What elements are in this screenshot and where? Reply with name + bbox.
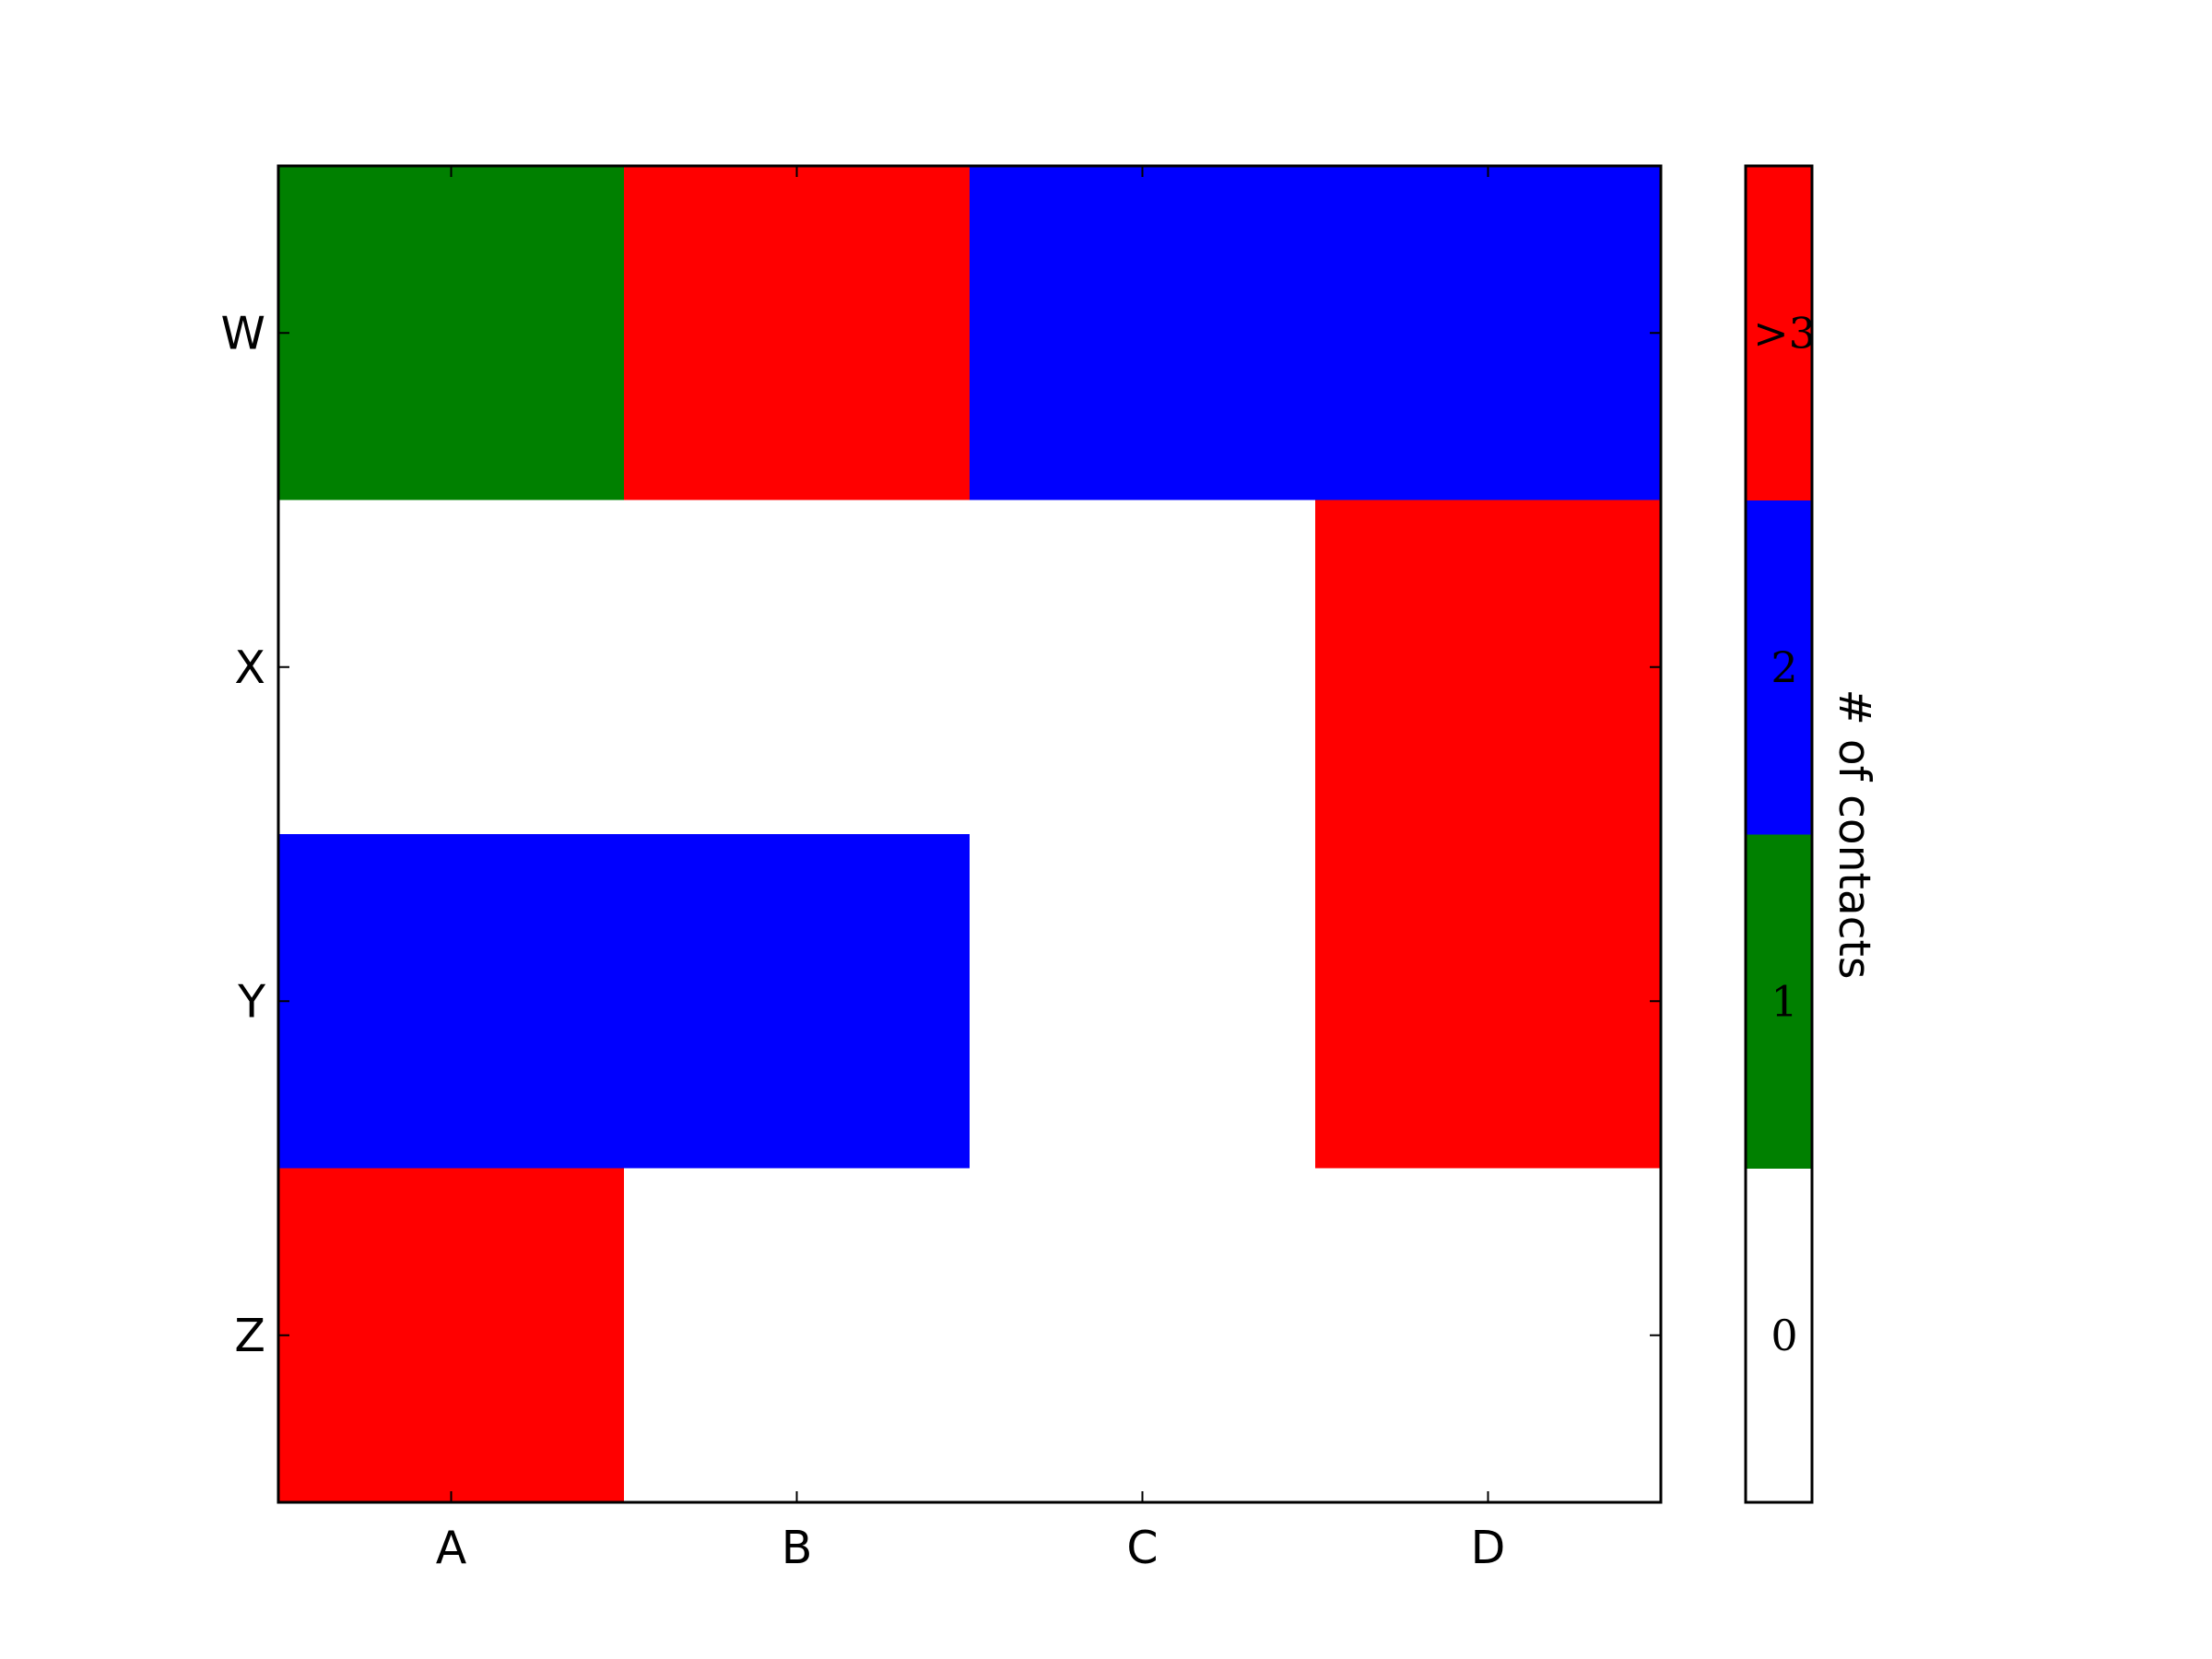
y-tick-labels: W X Y Z (221, 307, 267, 1362)
x-tick-labels: A B C D (436, 1522, 1506, 1574)
colorbar-segment (1746, 166, 1812, 500)
axis-ticks (278, 166, 1661, 1502)
colorbar-tick-labels: 0 1 2 >3 (1753, 308, 1816, 1360)
heatmap-cell (1315, 500, 1662, 835)
heatmap-cell (278, 834, 625, 1169)
colorbar-title: # of contacts (1829, 689, 1879, 980)
colorbar-tick-label: 2 (1771, 642, 1797, 692)
colorbar-segment (1746, 834, 1812, 1169)
heatmap-cell (624, 166, 971, 500)
colorbar-tick-label: 0 (1771, 1311, 1797, 1360)
heatmap-cell (970, 1168, 1316, 1503)
heatmap-cell (1315, 166, 1662, 500)
heatmap-cell (970, 500, 1316, 835)
heatmap-cell (1315, 834, 1662, 1169)
heatmap-cell (624, 500, 971, 835)
heatmap-cell (624, 1168, 971, 1503)
colorbar-tick-label: 1 (1771, 976, 1797, 1026)
colorbar-segment (1746, 500, 1812, 835)
y-tick-label: X (234, 641, 265, 694)
heatmap-cell (278, 166, 625, 500)
colorbar-segments (1746, 166, 1812, 1503)
y-tick-label: Y (237, 975, 266, 1028)
heatmap-cells (278, 166, 1662, 1503)
colorbar-segment (1746, 1168, 1812, 1503)
x-tick-label: C (1126, 1522, 1158, 1574)
plot-frame (276, 164, 1663, 1504)
y-tick-label: W (221, 307, 265, 359)
colorbar-frame (1744, 164, 1814, 1504)
x-tick-label: B (782, 1522, 813, 1574)
y-tick-label: Z (234, 1310, 265, 1362)
x-tick-label: D (1471, 1522, 1506, 1574)
heatmap-cell (970, 834, 1316, 1169)
x-tick-label: A (436, 1522, 467, 1574)
colorbar-tick-label: >3 (1753, 308, 1816, 358)
heatmap-cell (970, 166, 1316, 500)
heatmap-cell (1315, 1168, 1662, 1503)
heatmap-cell (624, 834, 971, 1169)
heatmap-cell (278, 1168, 625, 1503)
heatmap-cell (278, 500, 625, 835)
